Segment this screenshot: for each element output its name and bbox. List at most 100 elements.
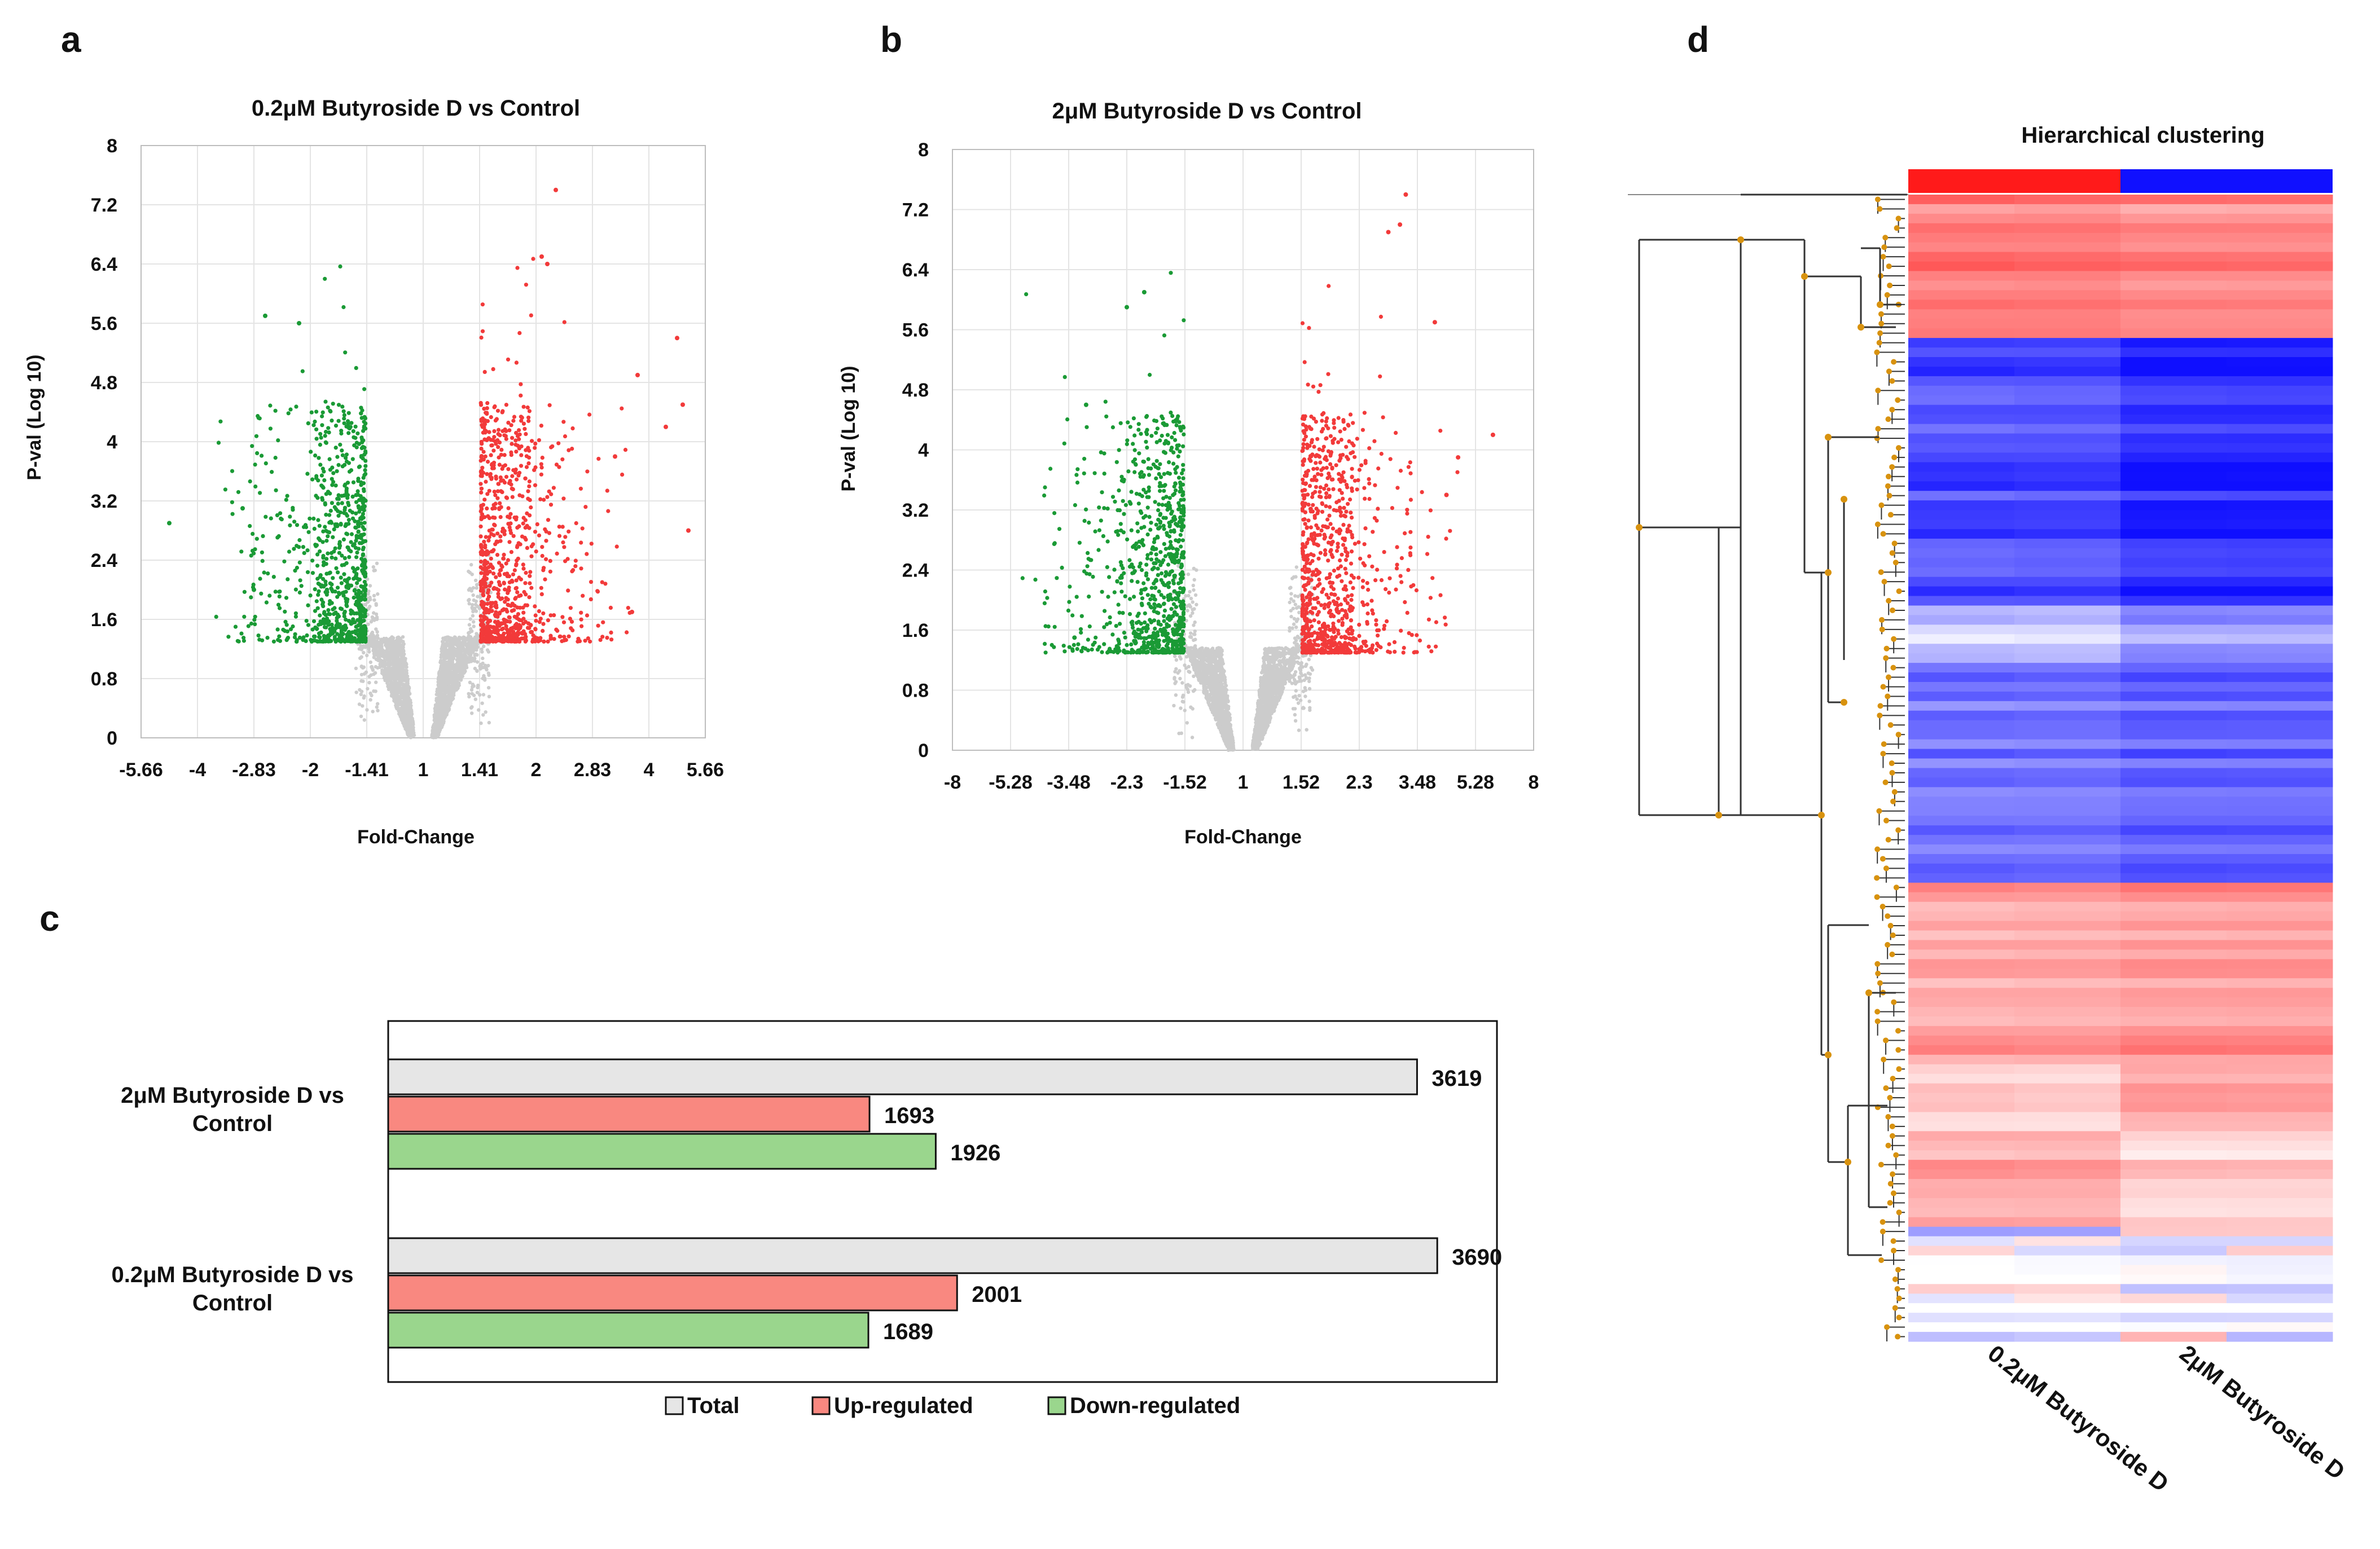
point-down — [258, 577, 262, 581]
point-up — [568, 617, 573, 621]
point-ns — [469, 589, 473, 593]
point-down — [328, 508, 333, 513]
point-up — [500, 409, 505, 413]
point-ns — [392, 662, 396, 666]
point-down — [293, 587, 298, 592]
point-down — [332, 549, 336, 554]
point-down — [294, 404, 298, 409]
point-ns — [436, 683, 440, 687]
point-ns — [473, 697, 477, 701]
point-down — [357, 591, 362, 596]
volcano-a-plot-frame — [140, 145, 706, 738]
point-up — [541, 628, 545, 633]
point-up — [517, 575, 521, 580]
point-up — [506, 357, 511, 362]
point-up — [507, 580, 512, 584]
point-down — [330, 555, 334, 560]
point-down — [342, 511, 346, 515]
point-down — [305, 570, 310, 574]
point-up — [563, 559, 568, 564]
point-up — [533, 530, 538, 534]
point-up — [579, 566, 583, 571]
point-down — [357, 509, 362, 514]
point-down — [350, 609, 354, 614]
point-down — [356, 520, 361, 524]
point-down — [332, 629, 337, 633]
point-up-outlier — [675, 336, 679, 341]
point-down — [262, 570, 266, 575]
point-down — [331, 535, 335, 539]
point-down — [332, 635, 337, 639]
point-up — [595, 589, 600, 593]
point-down — [326, 633, 331, 637]
point-down — [332, 505, 337, 509]
y-tick-label: 4.8 — [91, 372, 117, 394]
y-tick-label: 7.2 — [91, 195, 117, 216]
point-ns — [369, 620, 374, 624]
point-down — [354, 366, 358, 371]
point-up — [497, 561, 502, 565]
point-down — [254, 536, 259, 541]
point-ns — [470, 692, 474, 696]
point-ns — [401, 649, 405, 654]
point-down — [361, 525, 365, 530]
point-ns — [371, 668, 375, 672]
point-up — [605, 489, 609, 493]
point-up — [539, 586, 543, 590]
point-down — [355, 431, 360, 435]
point-ns — [373, 639, 377, 643]
point-down — [340, 453, 345, 457]
point-down — [216, 441, 221, 445]
point-ns — [1294, 625, 1298, 630]
point-ns — [453, 636, 456, 640]
point-down — [359, 480, 363, 485]
point-ns — [487, 720, 491, 725]
point-down — [264, 600, 269, 605]
point-up — [557, 465, 561, 469]
point-up — [484, 561, 489, 566]
point-down — [361, 552, 366, 557]
point-up — [515, 266, 520, 270]
point-down — [266, 571, 270, 576]
point-up — [527, 479, 532, 484]
point-down — [356, 530, 361, 534]
point-up — [491, 448, 496, 453]
point-up — [560, 639, 564, 644]
point-ns — [467, 569, 471, 574]
point-down — [336, 501, 340, 506]
point-up — [482, 498, 487, 502]
point-down — [350, 630, 355, 635]
point-up — [502, 607, 506, 611]
point-down — [335, 612, 340, 617]
point-down — [309, 410, 314, 415]
point-ns — [397, 699, 401, 703]
point-ns — [401, 655, 405, 660]
point-ns — [443, 706, 447, 710]
point-down — [278, 606, 282, 610]
point-up — [505, 496, 510, 500]
point-up-outlier — [539, 254, 544, 259]
point-up — [484, 608, 489, 613]
point-ns — [467, 588, 471, 592]
point-down — [257, 637, 262, 642]
point-down — [354, 441, 359, 445]
point-ns — [480, 665, 484, 669]
x-tick-label: -5.66 — [119, 759, 163, 781]
point-down — [314, 494, 318, 498]
point-down — [320, 602, 325, 607]
point-up — [482, 369, 487, 375]
point-up — [498, 433, 502, 438]
point-down — [358, 541, 362, 545]
point-up — [491, 367, 495, 372]
point-down — [362, 627, 366, 631]
point-down — [293, 614, 298, 619]
point-up — [512, 515, 517, 520]
point-down — [310, 477, 315, 482]
point-up — [507, 481, 512, 486]
point-up — [512, 608, 516, 613]
point-up — [478, 560, 484, 564]
point-down — [346, 576, 352, 580]
point-down — [339, 575, 343, 580]
point-up — [562, 320, 567, 324]
